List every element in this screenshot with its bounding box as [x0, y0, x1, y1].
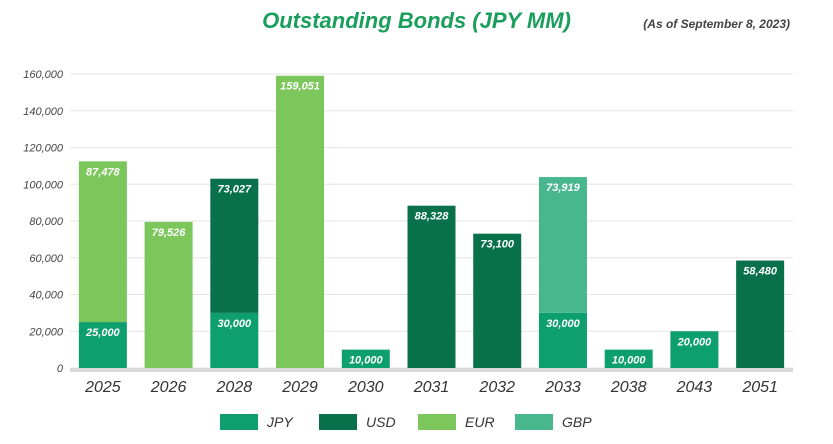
data-label: 73,027: [217, 184, 252, 196]
bar-jpy-2028: [210, 312, 259, 368]
bars: 25,000 87,478 79,526 30,000 73,027 159,051 10,…: [78, 75, 785, 369]
data-label: 87,478: [86, 166, 121, 178]
x-axis: 2025 2026 2028 2029 2030 2031 2032 2033 2038 2043…: [84, 379, 778, 396]
bar-jpy-2030: [341, 349, 390, 368]
data-label: 88,328: [415, 211, 450, 223]
data-label: 79,526: [152, 227, 187, 239]
y-tick-label: 140,000: [23, 106, 64, 118]
bar-jpy-2025: [78, 322, 127, 368]
data-label: 73,919: [546, 182, 581, 194]
bar-eur-2026: [144, 221, 193, 368]
bar-jpy-2038: [604, 349, 653, 368]
x-tick-label: 2031: [413, 379, 450, 396]
x-tick-label: 2032: [478, 379, 515, 396]
x-tick-label: 2043: [676, 379, 713, 396]
legend-swatch-usd: [319, 414, 357, 430]
bar-usd-2032: [473, 233, 522, 368]
x-axis-baseline: [70, 368, 793, 372]
x-tick-label: 2029: [281, 379, 318, 396]
data-label: 73,100: [480, 239, 515, 251]
as-of-note: (As of September 8, 2023): [643, 17, 790, 31]
data-label: 30,000: [546, 318, 581, 330]
x-tick-label: 2026: [150, 379, 187, 396]
data-label: 159,051: [280, 81, 320, 93]
x-tick-label: 2030: [347, 379, 384, 396]
bar-eur-2025: [78, 161, 127, 323]
chart-title: Outstanding Bonds (JPY MM): [262, 8, 571, 33]
data-label: 58,480: [743, 266, 778, 278]
x-tick-label: 2051: [741, 379, 778, 396]
legend-swatch-gbp: [515, 414, 553, 430]
y-tick-label: 60,000: [29, 253, 64, 265]
data-label: 10,000: [612, 355, 647, 367]
legend: JPY USD EUR GBP: [220, 414, 592, 430]
y-tick-label: 100,000: [23, 179, 64, 191]
data-label: 10,000: [349, 355, 384, 367]
x-tick-label: 2025: [84, 379, 121, 396]
y-tick-label: 160,000: [23, 69, 64, 81]
y-tick-label: 0: [57, 363, 64, 375]
bar-jpy-2043: [670, 331, 719, 368]
bar-usd-2031: [407, 205, 456, 368]
bar-usd-2051: [736, 260, 785, 368]
y-tick-label: 40,000: [29, 290, 64, 302]
legend-label-jpy: JPY: [266, 414, 294, 430]
y-axis: 0 20,000 40,000 60,000 80,000 100,000 120,000 1…: [23, 69, 64, 375]
legend-label-gbp: GBP: [562, 414, 592, 430]
data-label: 30,000: [217, 318, 252, 330]
bar-usd-2028: [210, 178, 259, 313]
bar-eur-2029: [276, 75, 325, 369]
bar-gbp-2033: [538, 177, 587, 313]
legend-swatch-jpy: [220, 414, 258, 430]
bar-jpy-2033: [538, 312, 587, 368]
y-tick-label: 120,000: [23, 143, 64, 155]
data-label: 25,000: [85, 327, 121, 339]
legend-label-usd: USD: [366, 414, 396, 430]
x-tick-label: 2028: [216, 379, 253, 396]
x-tick-label: 2038: [610, 379, 647, 396]
y-tick-label: 20,000: [28, 326, 64, 338]
legend-swatch-eur: [418, 414, 456, 430]
data-label: 20,000: [677, 336, 713, 348]
y-tick-label: 80,000: [29, 216, 64, 228]
x-tick-label: 2033: [544, 379, 581, 396]
legend-label-eur: EUR: [465, 414, 495, 430]
